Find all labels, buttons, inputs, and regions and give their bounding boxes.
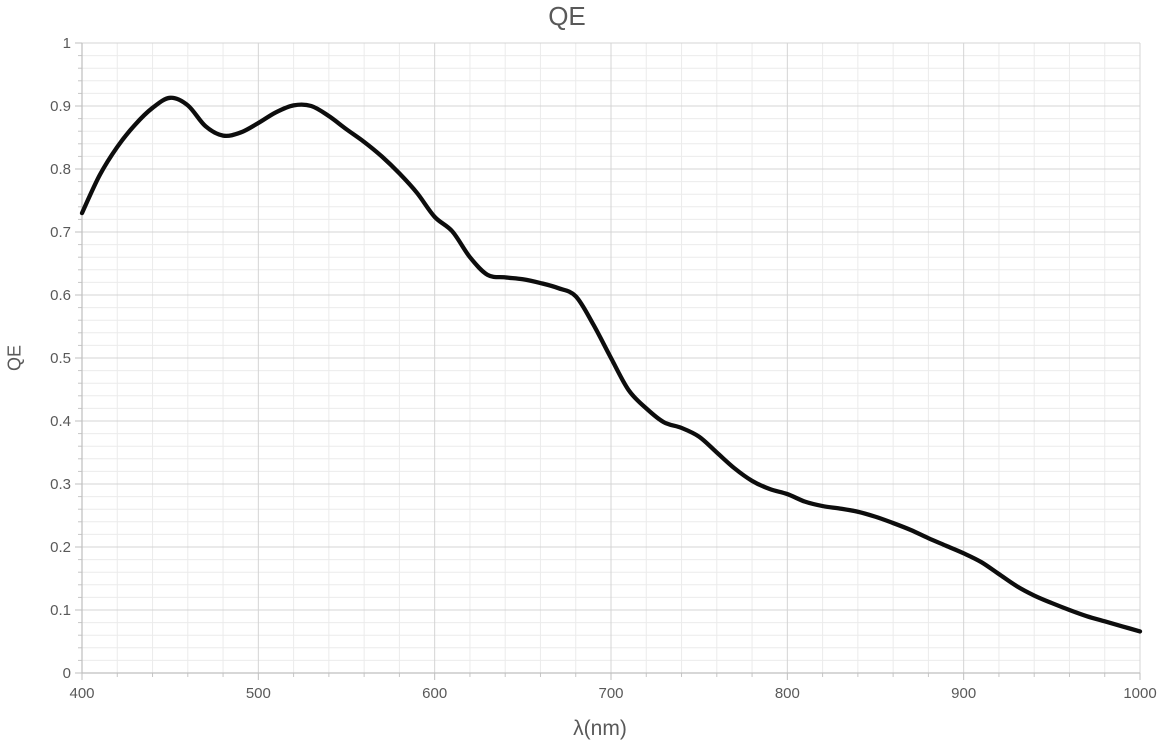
x-tick-label: 700 [598, 685, 623, 702]
y-tick-label: 1 [63, 35, 71, 52]
chart-title: QE [548, 1, 586, 31]
y-axis-title: QE [4, 344, 25, 372]
y-tick-label: 0.6 [50, 287, 71, 304]
y-tick-label: 0.3 [50, 476, 71, 493]
y-tick-label: 0.7 [50, 224, 71, 241]
y-tick-label: 0.2 [50, 539, 71, 556]
x-tick-label: 1000 [1123, 685, 1156, 702]
x-tick-label: 900 [951, 685, 976, 702]
y-tick-label: 0.9 [50, 98, 71, 115]
y-tick-label: 0 [63, 665, 71, 682]
x-tick-label: 600 [422, 685, 447, 702]
y-tick-label: 0.5 [50, 350, 71, 367]
y-tick-label: 0.4 [50, 413, 71, 430]
y-tick-label: 0.1 [50, 602, 71, 619]
y-tick-label: 0.8 [50, 161, 71, 178]
x-tick-label: 500 [246, 685, 271, 702]
x-tick-label: 400 [69, 685, 94, 702]
qe-curve [79, 95, 1143, 634]
x-axis-title: λ(nm) [573, 717, 627, 740]
x-tick-label: 800 [775, 685, 800, 702]
